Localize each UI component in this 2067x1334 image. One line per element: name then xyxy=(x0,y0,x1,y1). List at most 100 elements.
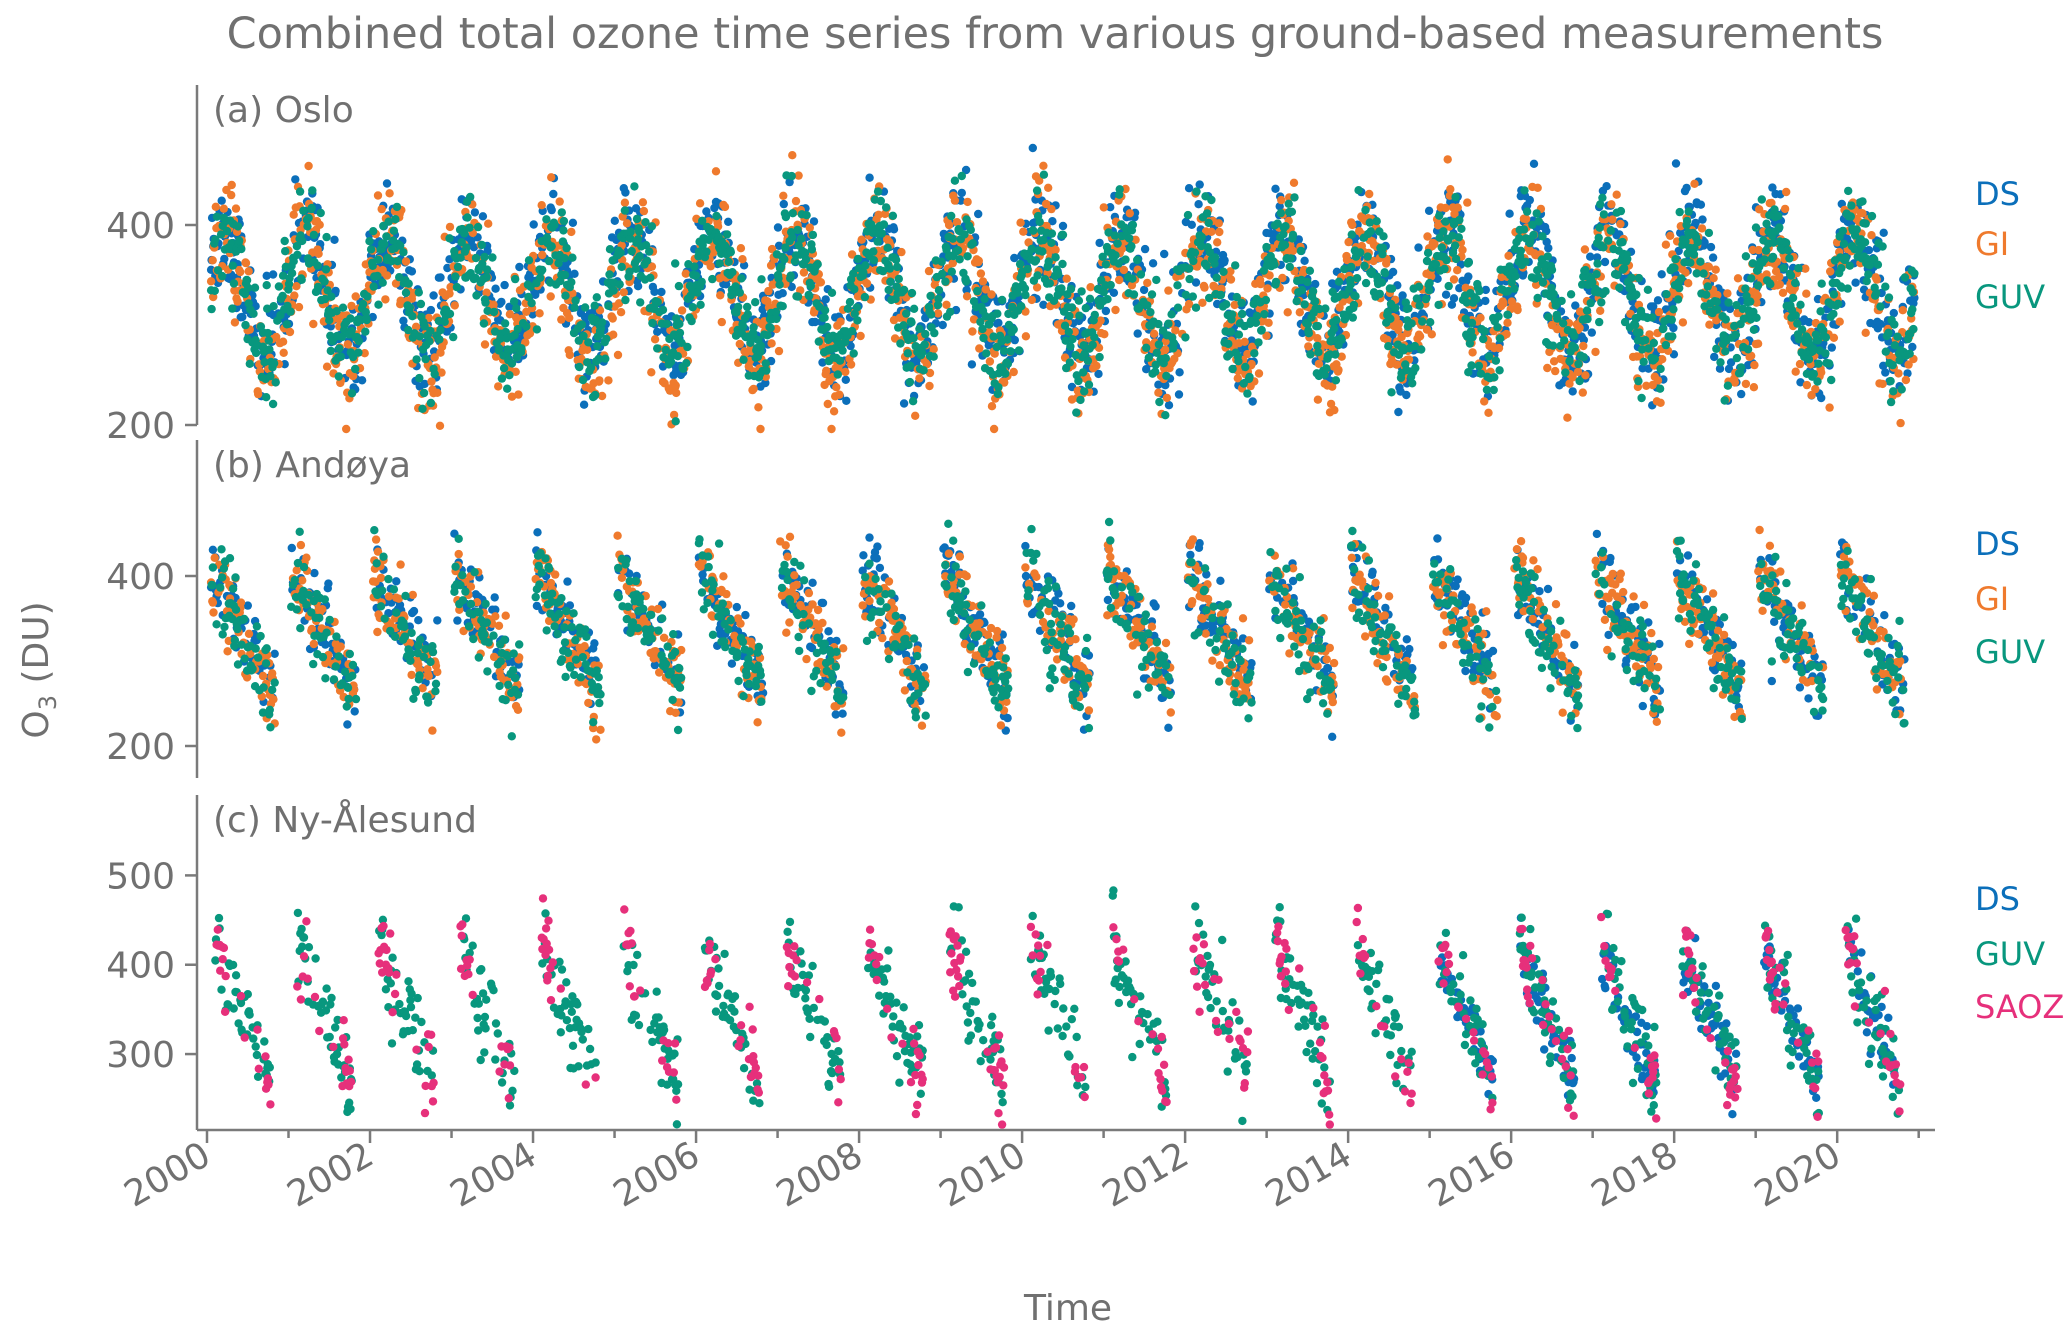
data-point-guv xyxy=(1001,369,1010,378)
data-point-gi xyxy=(1894,369,1903,378)
data-point-guv xyxy=(973,286,982,296)
data-point-ds xyxy=(399,316,408,325)
data-point-gi xyxy=(279,348,288,357)
data-point-guv xyxy=(578,375,588,385)
data-point-ds xyxy=(1388,330,1397,339)
data-point-guv xyxy=(1332,315,1341,325)
data-point-guv xyxy=(1386,314,1395,323)
data-point-gi xyxy=(1226,275,1236,284)
data-point-guv xyxy=(814,337,823,346)
data-point-guv xyxy=(1204,218,1213,228)
data-point-gi xyxy=(857,235,866,244)
data-point-ds xyxy=(1464,272,1473,281)
data-point-gi xyxy=(1543,363,1552,373)
data-point-guv xyxy=(280,236,289,246)
data-point-gi xyxy=(1656,398,1665,407)
data-point-ds xyxy=(1881,368,1890,377)
data-point-guv xyxy=(1224,339,1233,349)
data-point-ds xyxy=(1602,182,1611,191)
data-point-guv xyxy=(1583,314,1592,324)
data-point-guv xyxy=(1616,206,1626,216)
data-point-guv xyxy=(630,182,639,191)
data-point-ds xyxy=(1424,206,1434,215)
data-point-guv xyxy=(1074,296,1084,305)
data-point-ds xyxy=(1195,180,1204,189)
data-point-ds xyxy=(291,175,300,184)
data-point-guv xyxy=(726,247,735,257)
data-point-gi xyxy=(672,388,681,398)
data-point-guv xyxy=(322,232,331,242)
data-point-gi xyxy=(1596,306,1605,315)
data-point-gi xyxy=(835,390,844,399)
data-point-guv xyxy=(1440,264,1449,274)
data-point-gi xyxy=(1443,155,1452,164)
data-point-gi xyxy=(1213,238,1222,247)
data-point-guv xyxy=(734,302,743,311)
data-point-gi xyxy=(227,180,236,190)
data-point-gi xyxy=(1666,231,1675,240)
data-point-guv xyxy=(737,274,746,283)
data-point-gi xyxy=(1463,198,1472,207)
data-point-gi xyxy=(285,327,295,337)
data-point-guv xyxy=(1090,310,1100,320)
data-point-guv xyxy=(1128,220,1138,229)
data-point-guv xyxy=(562,243,571,253)
data-point-guv xyxy=(888,211,898,220)
data-point-guv xyxy=(1649,338,1659,348)
data-point-gi xyxy=(557,315,566,324)
data-point-ds xyxy=(787,282,796,292)
data-point-gi xyxy=(1754,245,1763,255)
data-point-guv xyxy=(269,302,278,311)
data-point-guv xyxy=(968,239,978,248)
data-point-gi xyxy=(987,402,997,411)
data-point-guv xyxy=(1169,338,1178,348)
data-point-guv xyxy=(1384,342,1393,351)
data-point-guv xyxy=(1379,232,1388,241)
data-point-guv xyxy=(321,265,331,274)
data-point-ds xyxy=(579,400,589,409)
data-point-guv xyxy=(1426,318,1435,327)
data-point-guv xyxy=(512,304,521,313)
data-point-guv xyxy=(1095,352,1104,362)
data-point-gi xyxy=(1313,395,1323,404)
data-point-guv xyxy=(802,211,811,220)
data-point-gi xyxy=(846,360,856,369)
data-point-guv xyxy=(1543,252,1553,261)
data-point-guv xyxy=(1101,260,1111,269)
data-point-guv xyxy=(1522,207,1532,216)
data-point-guv xyxy=(1561,368,1570,377)
data-point-gi xyxy=(1802,289,1811,298)
data-point-guv xyxy=(584,338,593,347)
data-point-guv xyxy=(1361,278,1371,288)
data-point-guv xyxy=(1334,277,1344,286)
data-point-guv xyxy=(1015,259,1025,269)
data-point-ds xyxy=(330,235,339,244)
data-point-guv xyxy=(274,282,284,291)
data-point-gi xyxy=(1314,359,1324,368)
data-point-guv xyxy=(471,253,481,263)
data-point-guv xyxy=(1439,227,1448,236)
data-point-guv xyxy=(1161,411,1170,420)
data-point-gi xyxy=(1654,307,1664,317)
data-point-guv xyxy=(1127,242,1136,251)
data-point-guv xyxy=(1167,310,1176,319)
data-point-guv xyxy=(1035,217,1044,227)
data-point-gi xyxy=(1872,275,1882,284)
data-point-guv xyxy=(917,348,927,358)
data-point-ds xyxy=(1294,235,1304,244)
data-point-gi xyxy=(1289,178,1299,187)
data-point-guv xyxy=(671,417,680,426)
data-point-ds xyxy=(1706,242,1716,252)
data-point-guv xyxy=(393,257,402,266)
data-point-guv xyxy=(1152,275,1161,285)
data-point-guv xyxy=(1103,295,1112,304)
data-point-gi xyxy=(227,190,236,200)
data-point-gi xyxy=(294,302,304,312)
data-point-ds xyxy=(1154,380,1163,389)
data-point-guv xyxy=(671,259,680,268)
data-point-gi xyxy=(537,201,546,210)
data-point-gi xyxy=(385,189,394,198)
data-point-gi xyxy=(1283,308,1292,317)
data-point-guv xyxy=(1671,255,1680,264)
data-point-gi xyxy=(1240,337,1249,346)
